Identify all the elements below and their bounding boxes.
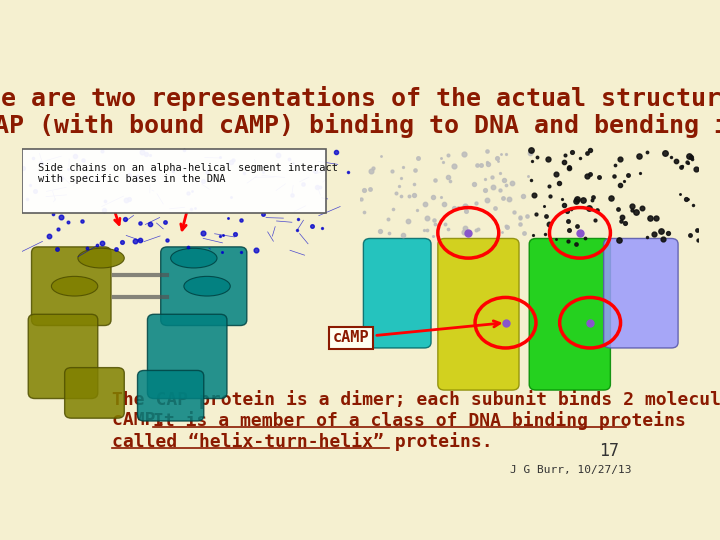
Ellipse shape: [78, 248, 125, 268]
FancyBboxPatch shape: [529, 239, 611, 390]
Ellipse shape: [51, 276, 98, 296]
Text: CAP (with bound cAMP) binding to DNA and bending it.: CAP (with bound cAMP) binding to DNA and…: [0, 113, 720, 138]
FancyBboxPatch shape: [364, 239, 431, 348]
Text: Side chains on an alpha-helical segment interact
with specific bases in the DNA: Side chains on an alpha-helical segment …: [38, 163, 338, 184]
Ellipse shape: [184, 276, 230, 296]
Text: cAMP.: cAMP.: [112, 411, 189, 429]
FancyBboxPatch shape: [22, 148, 326, 213]
FancyBboxPatch shape: [32, 247, 111, 326]
FancyBboxPatch shape: [28, 314, 98, 399]
Text: Here are two representations of the actual structure of: Here are two representations of the actu…: [0, 85, 720, 111]
FancyBboxPatch shape: [161, 247, 247, 326]
Text: The CAP protein is a dimer; each subunit binds 2 molecules of: The CAP protein is a dimer; each subunit…: [112, 390, 720, 409]
Ellipse shape: [171, 248, 217, 268]
FancyBboxPatch shape: [148, 314, 227, 399]
FancyBboxPatch shape: [438, 239, 519, 390]
Text: 17: 17: [599, 442, 619, 461]
Text: cAMP: cAMP: [333, 321, 500, 346]
FancyBboxPatch shape: [138, 370, 204, 421]
FancyBboxPatch shape: [603, 239, 678, 348]
FancyBboxPatch shape: [65, 368, 125, 418]
Text: J G Burr, 10/27/13: J G Burr, 10/27/13: [510, 465, 631, 475]
Text: called “helix-turn-helix” proteins.: called “helix-turn-helix” proteins.: [112, 431, 493, 450]
Text: It is a member of a class of DNA binding proteins: It is a member of a class of DNA binding…: [153, 411, 686, 430]
